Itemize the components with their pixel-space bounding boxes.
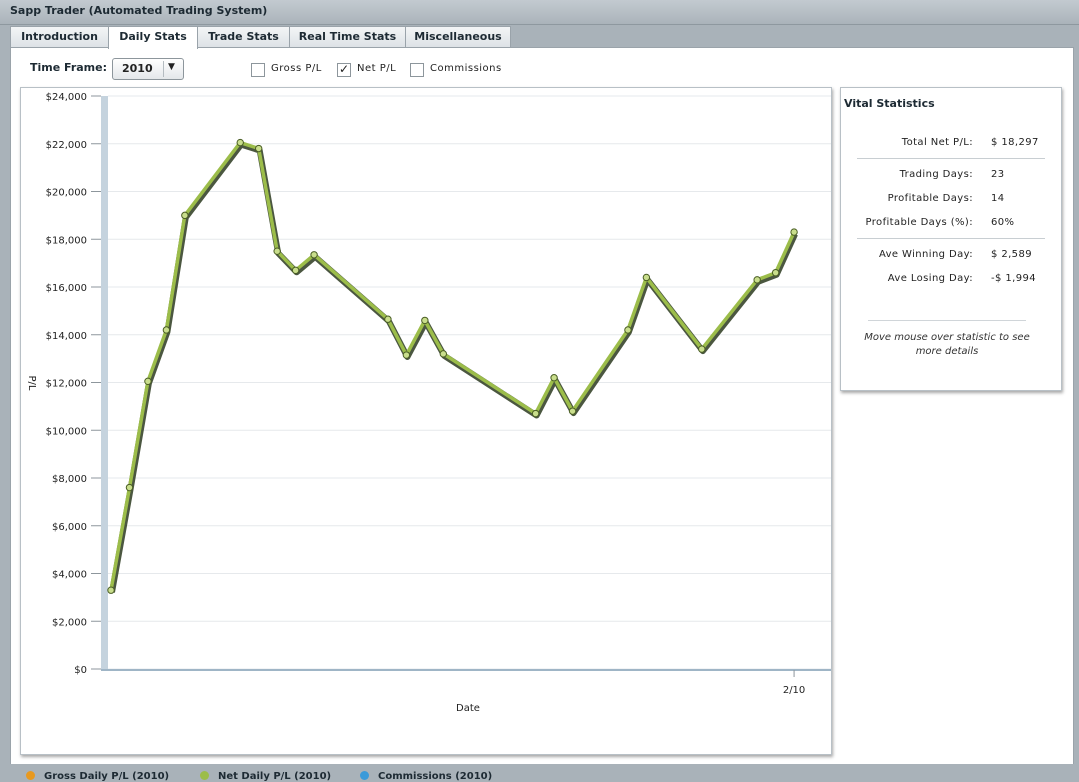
x-tick-label: 2/10 — [783, 685, 805, 696]
legend-net-swatch — [200, 771, 209, 780]
data-point[interactable] — [254, 144, 263, 153]
legend-commissions-label: Commissions (2010) — [378, 771, 493, 782]
pl-chart[interactable]: $0 $2,000 $4,000 $6,000 $8,000 $10,000 $12,000… — [21, 88, 831, 754]
tab-miscellaneous[interactable]: Miscellaneous — [405, 26, 511, 47]
data-point[interactable] — [125, 483, 134, 492]
stat-value: -$ 1,994 — [991, 273, 1036, 284]
stat-profitable-days-pct[interactable]: Profitable Days (%): 60% — [841, 217, 1061, 231]
stat-divider — [857, 158, 1045, 159]
data-point[interactable] — [698, 345, 706, 353]
data-point[interactable] — [162, 326, 171, 334]
y-tick-label: $16,000 — [46, 283, 87, 294]
vital-statistics-title: Vital Statistics — [844, 97, 935, 110]
y-tick-label: $24,000 — [46, 92, 87, 103]
data-point[interactable] — [310, 251, 318, 259]
y-tick-label: $18,000 — [46, 235, 87, 246]
series-line-shadow — [109, 141, 798, 593]
tab-content: Time Frame: 2010 ▼ Gross P/L ✓ Net P/L C… — [10, 47, 1074, 782]
data-point[interactable] — [384, 315, 392, 323]
y-tick-label: $4,000 — [52, 570, 87, 581]
data-point[interactable] — [144, 377, 152, 386]
timeframe-select[interactable]: 2010 ▼ — [112, 58, 184, 80]
stat-label: Ave Winning Day: — [878, 249, 973, 260]
y-tick-label: $2,000 — [52, 617, 87, 628]
commissions-checkbox-box[interactable] — [410, 63, 424, 77]
tab-real-time-stats[interactable]: Real Time Stats — [289, 26, 406, 47]
stat-label: Trading Days: — [899, 169, 973, 180]
window-titlebar: Sapp Trader (Automated Trading System) — [0, 0, 1079, 25]
timeframe-label: Time Frame: — [30, 61, 108, 74]
y-tick-label: $14,000 — [46, 331, 87, 342]
data-point[interactable] — [236, 138, 244, 147]
data-point[interactable] — [568, 407, 577, 415]
stat-total-net-pl[interactable]: Total Net P/L: $ 18,297 — [841, 137, 1061, 151]
window-title: Sapp Trader (Automated Trading System) — [10, 4, 268, 17]
y-axis-band — [101, 96, 108, 669]
x-axis-title: Date — [456, 703, 480, 714]
legend-gross-label: Gross Daily P/L (2010) — [44, 771, 170, 782]
data-point[interactable] — [790, 228, 798, 236]
legend-commissions-swatch — [360, 771, 369, 780]
legend-net-label: Net Daily P/L (2010) — [218, 771, 332, 782]
timeframe-value: 2010 — [122, 62, 153, 75]
stat-value: 60% — [991, 217, 1015, 228]
stat-value: 14 — [991, 193, 1005, 204]
legend-gross-swatch — [26, 771, 35, 780]
stat-label: Profitable Days (%): — [865, 217, 973, 228]
data-point[interactable] — [273, 247, 281, 255]
stat-value: $ 2,589 — [991, 249, 1032, 260]
net-pl-checkbox-box[interactable]: ✓ — [337, 63, 351, 77]
y-tick-label: $12,000 — [46, 379, 87, 390]
stat-trading-days[interactable]: Trading Days: 23 — [841, 169, 1061, 183]
tab-trade-stats[interactable]: Trade Stats — [197, 26, 290, 47]
data-point[interactable] — [107, 586, 115, 594]
chart-panel: $0 $2,000 $4,000 $6,000 $8,000 $10,000 $12,000… — [20, 87, 832, 782]
y-tick-label: $8,000 — [52, 474, 87, 485]
stat-label: Profitable Days: — [887, 193, 973, 204]
stat-ave-winning-day[interactable]: Ave Winning Day: $ 2,589 — [841, 249, 1061, 263]
y-tick-label: $0 — [74, 665, 87, 676]
legend-net[interactable]: Net Daily P/L (2010) — [200, 771, 331, 782]
stat-label: Ave Losing Day: — [887, 273, 973, 284]
data-point[interactable] — [771, 268, 780, 277]
y-axis-title: P/L — [26, 376, 37, 391]
vital-statistics-panel: Vital Statistics Total Net P/L: $ 18,297 … — [840, 87, 1062, 391]
series-line — [109, 140, 796, 591]
data-point[interactable] — [642, 273, 651, 282]
tab-daily-stats[interactable]: Daily Stats — [108, 26, 198, 49]
y-tick-label: $6,000 — [52, 522, 87, 533]
data-point[interactable] — [181, 211, 189, 220]
data-point[interactable] — [753, 276, 761, 284]
stat-profitable-days[interactable]: Profitable Days: 14 — [841, 193, 1061, 207]
y-tick-label: $22,000 — [46, 140, 87, 151]
chevron-down-icon[interactable]: ▼ — [168, 62, 175, 72]
stat-value: 23 — [991, 169, 1005, 180]
y-tick-label: $20,000 — [46, 188, 87, 199]
stat-divider — [857, 238, 1045, 239]
tab-introduction[interactable]: Introduction — [10, 26, 109, 47]
y-tick-label: $10,000 — [46, 426, 87, 437]
vital-statistics-help: Move mouse over statistic to see more de… — [864, 332, 1030, 357]
data-point[interactable] — [531, 409, 540, 418]
data-point[interactable] — [402, 351, 411, 359]
gross-pl-checkbox-label: Gross P/L — [271, 63, 322, 74]
data-point[interactable] — [439, 350, 448, 358]
checkmark-icon: ✓ — [338, 62, 350, 76]
stat-value: $ 18,297 — [991, 137, 1039, 148]
data-point[interactable] — [421, 316, 429, 325]
data-point[interactable] — [291, 266, 300, 274]
data-point[interactable] — [624, 326, 632, 334]
window-bottom-border — [0, 764, 1079, 770]
net-pl-checkbox-label: Net P/L — [357, 63, 397, 74]
legend-commissions[interactable]: Commissions (2010) — [360, 771, 492, 782]
select-divider — [163, 61, 164, 77]
help-divider — [868, 320, 1026, 321]
legend-gross[interactable]: Gross Daily P/L (2010) — [26, 771, 169, 782]
data-point[interactable] — [550, 374, 558, 382]
stat-ave-losing-day[interactable]: Ave Losing Day: -$ 1,994 — [841, 273, 1061, 287]
gross-pl-checkbox-box[interactable] — [251, 63, 265, 77]
stat-label: Total Net P/L: — [901, 137, 973, 148]
commissions-checkbox-label: Commissions — [430, 63, 502, 74]
